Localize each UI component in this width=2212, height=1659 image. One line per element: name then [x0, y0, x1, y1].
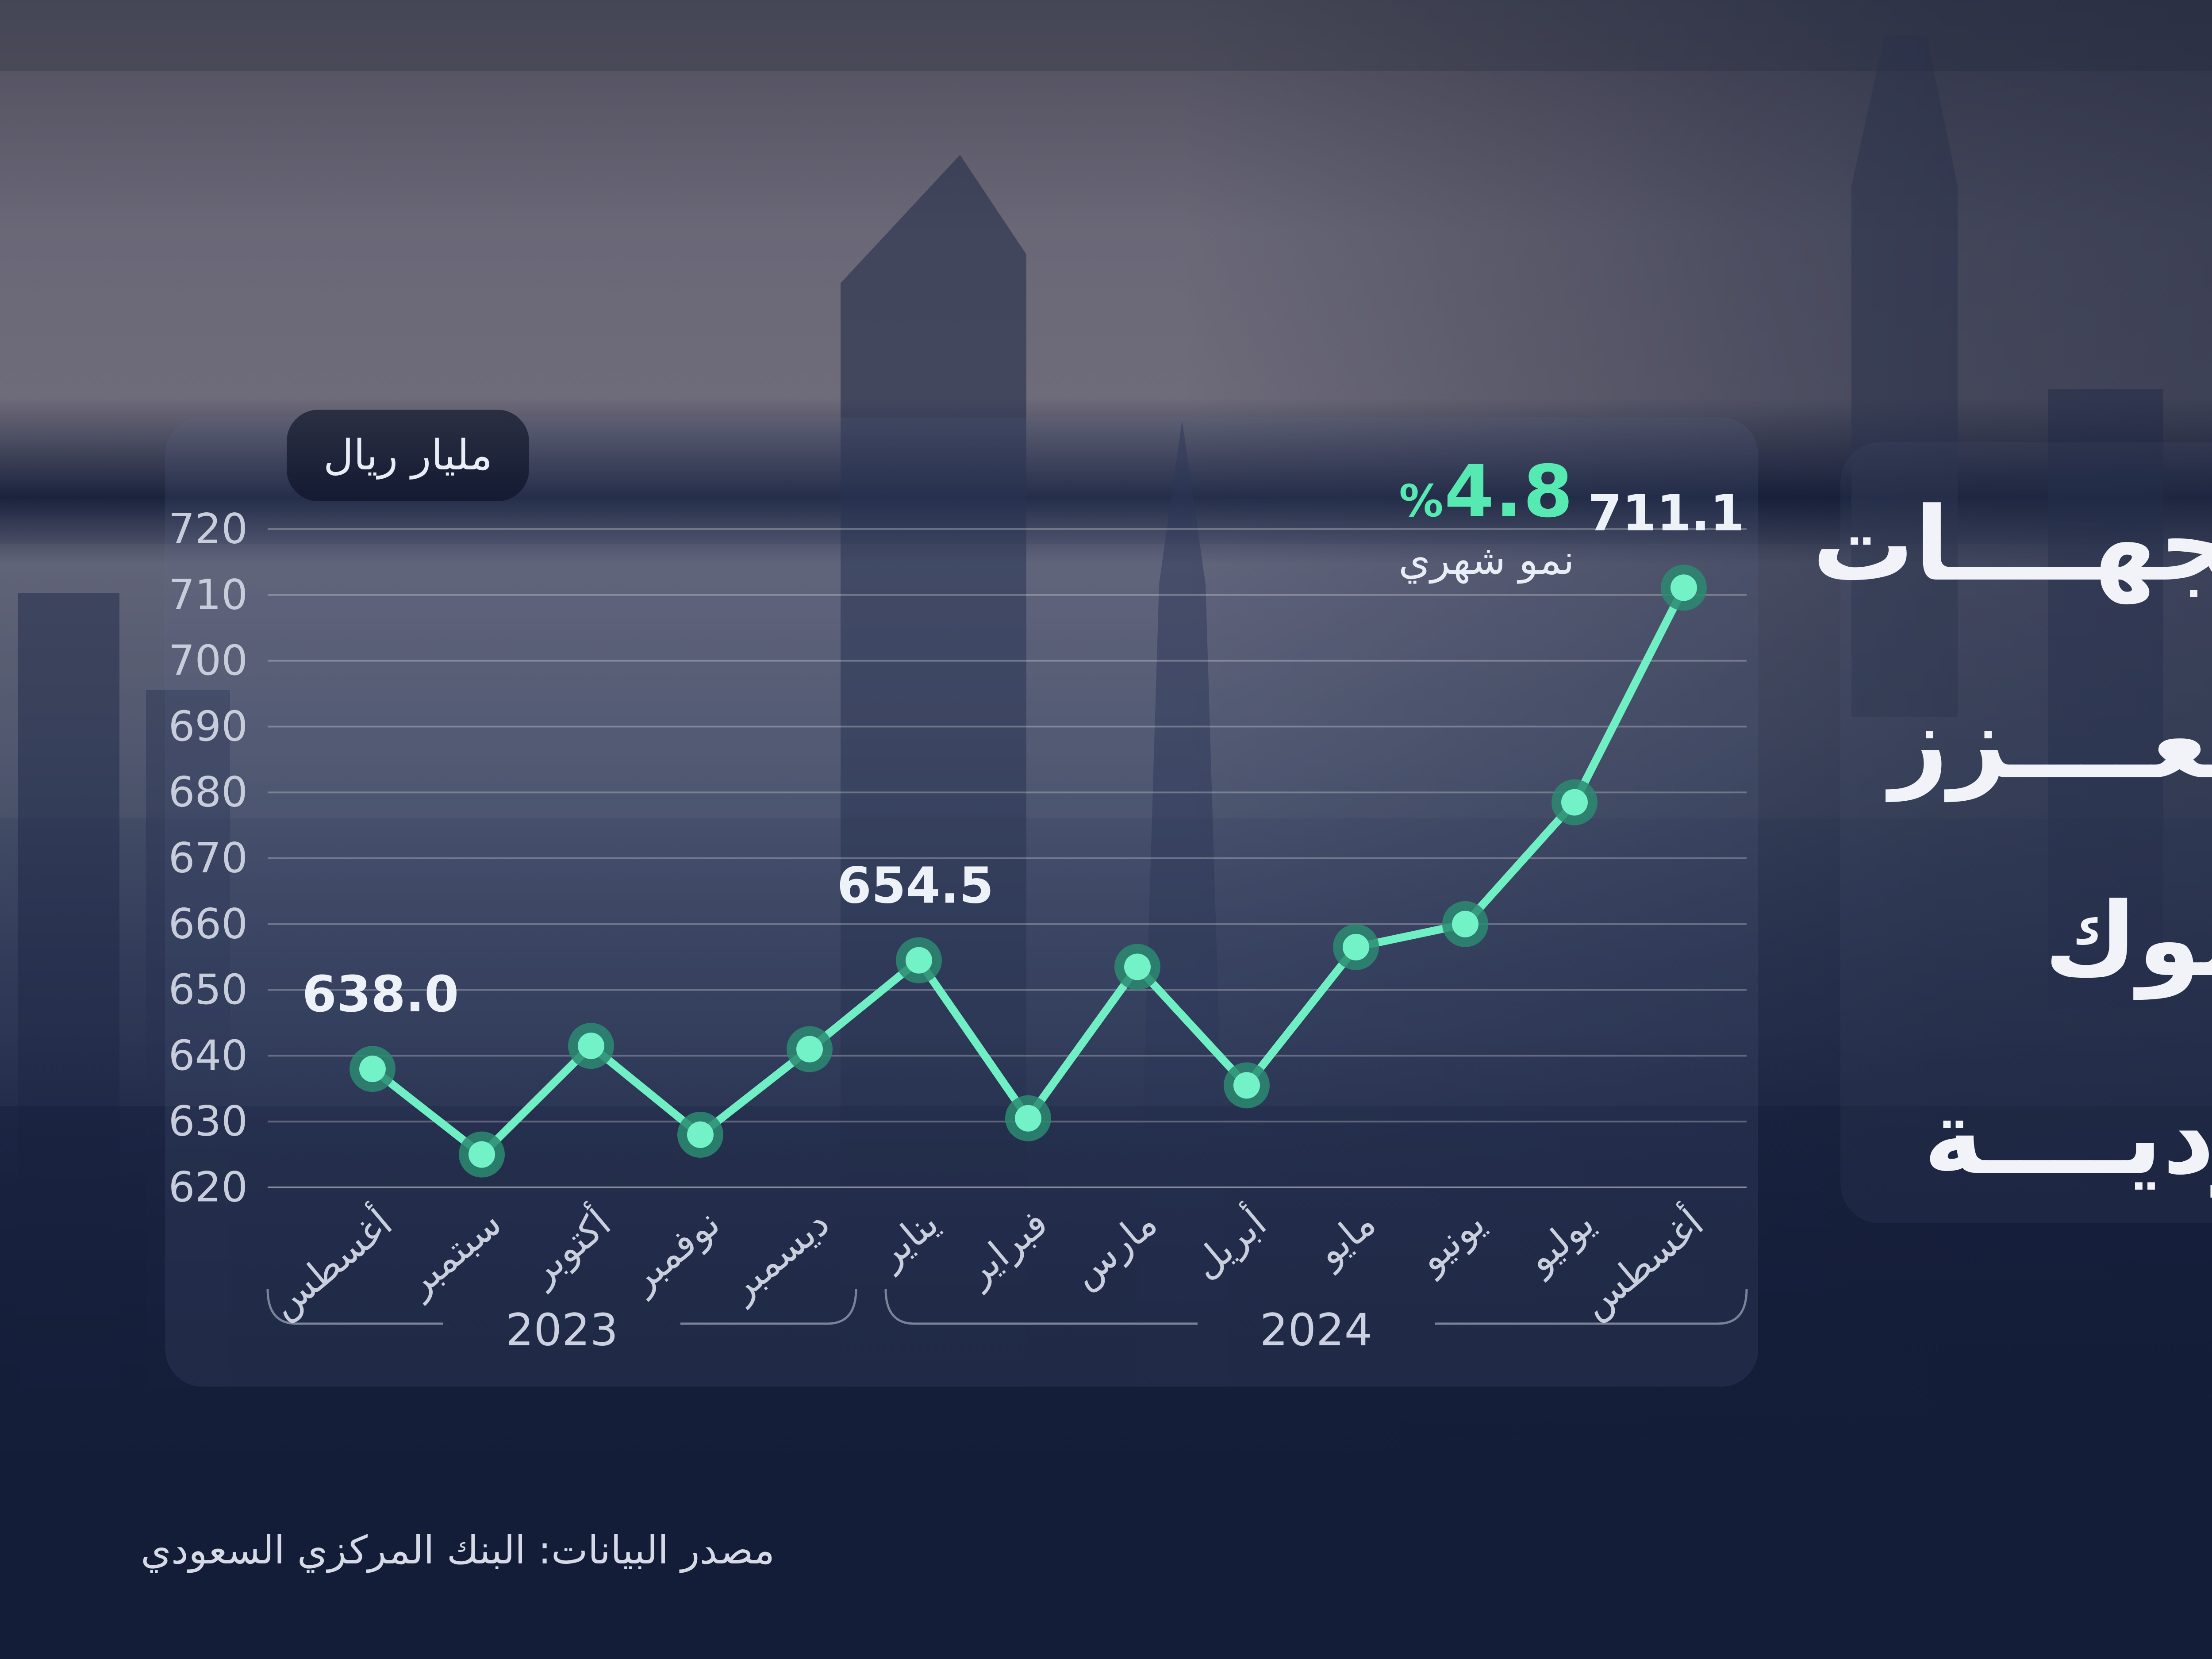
ytick-label-640: 640	[169, 1032, 248, 1080]
headline-line-2: الحكوميــــة تعــــزز	[1889, 684, 2212, 802]
ytick-label-710: 710	[169, 571, 248, 619]
xtick-month-10: يونيو	[1409, 1201, 1494, 1282]
headline: إيداعــــات الجهــــات الحكوميــــة تعــ…	[1812, 446, 2212, 1237]
point-value-label-654.5: 654.5	[837, 857, 994, 915]
data-point-5	[906, 947, 932, 974]
unit-label: مليار ريال	[323, 431, 493, 480]
data-point-8	[1233, 1072, 1260, 1099]
ytick-label-650: 650	[169, 966, 248, 1014]
ytick-label-660: 660	[169, 900, 248, 948]
data-point-9	[1343, 933, 1369, 960]
xtick-month-7: مارس	[1063, 1201, 1166, 1297]
xtick-month-3: نوفمبر	[620, 1201, 729, 1302]
percent-sign: %	[1399, 475, 1444, 527]
chart-panel	[165, 418, 1758, 1386]
ytick-label-720: 720	[169, 505, 248, 553]
ytick-label-620: 620	[169, 1164, 248, 1212]
unit-badge: مليار ريال	[287, 410, 529, 501]
ytick-label-680: 680	[169, 768, 248, 817]
data-point-7	[1124, 953, 1151, 980]
xtick-month-0: أغسطس	[260, 1198, 400, 1327]
data-source-text: مصدر البيانات: البنك المركزي السعودي	[141, 1527, 775, 1573]
headline-line-1: إيداعــــات الجهــــات	[1812, 486, 2212, 604]
year-bracket-2023	[266, 1289, 857, 1325]
ytick-label-700: 700	[169, 637, 248, 685]
xtick-month-11: يوليو	[1517, 1201, 1603, 1283]
data-point-11	[1561, 789, 1588, 816]
xtick-month-2: أكتوبر	[517, 1198, 619, 1294]
data-point-10	[1452, 910, 1479, 937]
ytick-label-690: 690	[169, 703, 248, 751]
xtick-month-5: يناير	[867, 1201, 947, 1278]
ytick-label-670: 670	[169, 834, 248, 883]
growth-value: 4.8	[1444, 450, 1574, 534]
ytick-label-630: 630	[169, 1098, 248, 1146]
year-bracket-2024	[884, 1289, 1748, 1325]
xtick-month-1: سبتمبر	[396, 1201, 510, 1306]
xtick-month-4: ديسمبر	[719, 1201, 837, 1310]
growth-caption: نمو شهري	[1398, 536, 1575, 584]
deposits-trend-line	[369, 584, 1688, 1159]
monthly-growth-annotation: %4.8 نمو شهري	[1363, 450, 1610, 584]
growth-value-row: %4.8	[1363, 450, 1610, 534]
point-value-label-711.1: 711.1	[1588, 484, 1744, 542]
data-point-12	[1671, 574, 1697, 601]
xtick-month-6: فبراير	[955, 1201, 1056, 1295]
headline-line-4: فــــي السعوديــــة	[1923, 1079, 2212, 1197]
data-point-2	[578, 1033, 604, 1060]
data-point-3	[687, 1121, 714, 1148]
data-point-4	[796, 1036, 823, 1063]
headline-line-3: نمو ودائع البنوك	[2044, 881, 2212, 999]
xtick-month-8: أبريل	[1182, 1198, 1275, 1287]
xtick-month-12: أغسطس	[1571, 1198, 1712, 1327]
data-point-6	[1015, 1105, 1041, 1132]
year-label-2023: 2023	[506, 1304, 618, 1356]
xtick-month-9: مايو	[1306, 1201, 1384, 1276]
year-label-2024: 2024	[1260, 1304, 1373, 1356]
point-value-label-638.0: 638.0	[302, 966, 459, 1023]
data-point-1	[469, 1141, 495, 1168]
data-point-0	[359, 1056, 386, 1083]
title-backdrop-panel	[1840, 442, 2212, 1223]
